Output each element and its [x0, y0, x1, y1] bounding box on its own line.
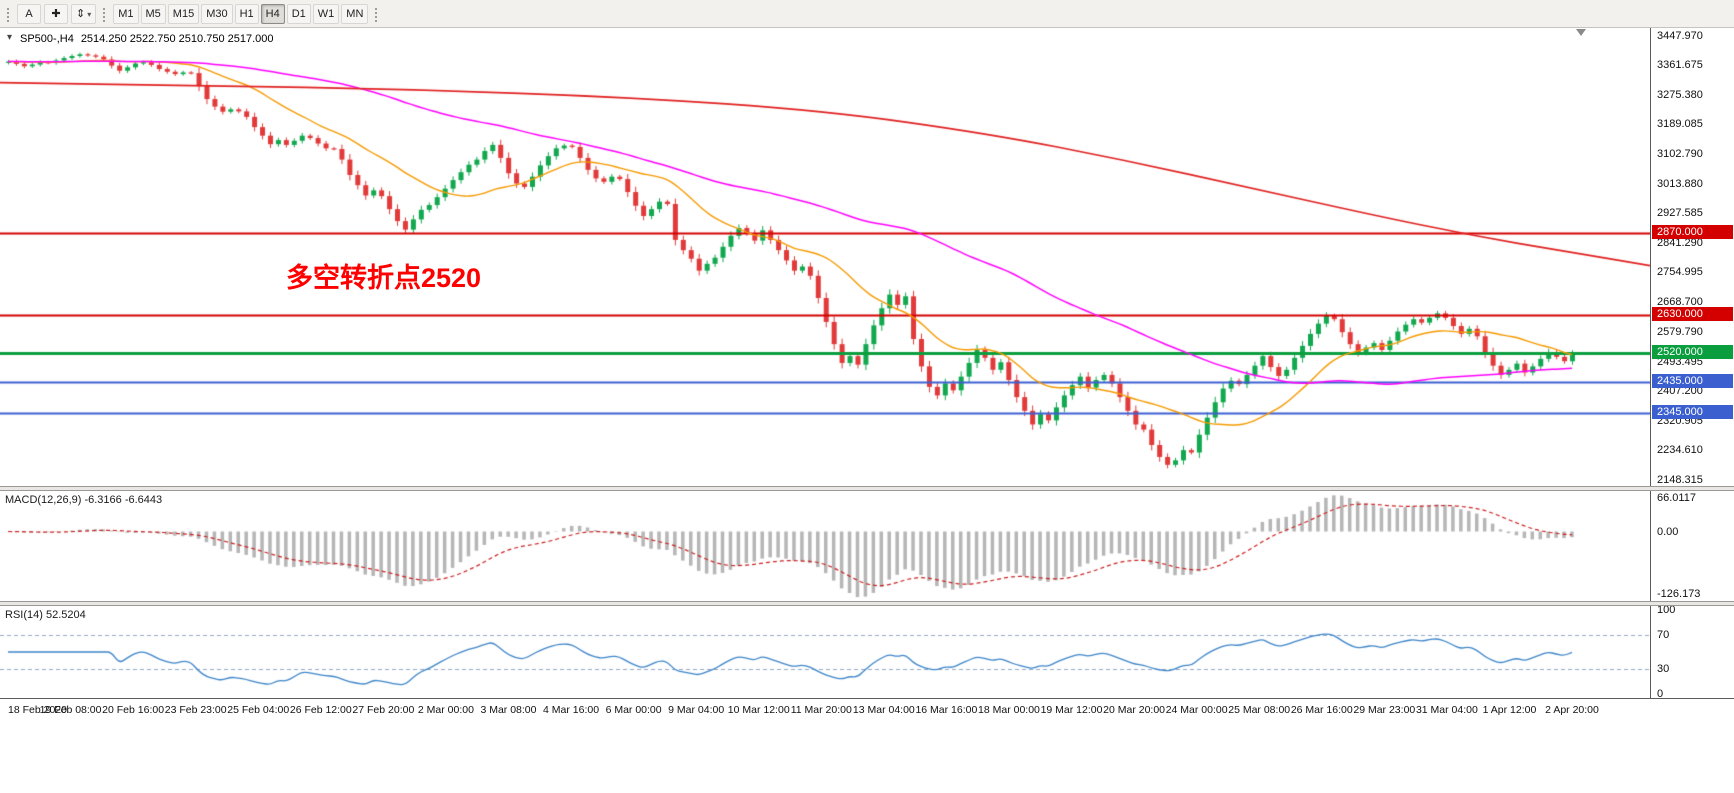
time-axis-label: 20 Feb 16:00: [102, 704, 165, 716]
timeframe-button-m1[interactable]: M1: [113, 3, 139, 24]
hline-price-badge: 2345.000: [1652, 404, 1733, 419]
time-axis-label: 29 Mar 23:00: [1353, 704, 1416, 716]
rsi-axis-label: 0: [1657, 688, 1664, 700]
chart-tools-dropdown[interactable]: ⇕ ▾: [71, 3, 97, 24]
rsi-axis-label: 70: [1657, 629, 1670, 642]
price-axis-label: 2234.610: [1657, 444, 1703, 457]
price-axis-label: 2579.790: [1657, 326, 1703, 339]
price-axis-label: 3102.790: [1657, 147, 1703, 160]
price-axis-label: 3275.380: [1657, 88, 1703, 101]
ohlc-values: 2514.250 2522.750 2510.750 2517.000: [80, 33, 274, 45]
one-click-trading-toggle[interactable]: ▾: [7, 32, 13, 43]
price-axis-label: 2493.495: [1657, 355, 1703, 368]
price-axis-label: 3013.880: [1657, 177, 1703, 190]
time-axis-label: 19 Mar 12:00: [1040, 704, 1103, 716]
hline-price-badge: 2870.000: [1652, 225, 1733, 240]
price-axis-label: 2407.200: [1657, 385, 1703, 398]
toolbar-drag-handle-icon[interactable]: [6, 5, 11, 22]
crosshair-tool-button[interactable]: ✚: [44, 3, 68, 24]
main-price-chart[interactable]: [0, 28, 1650, 486]
time-axis-label: 13 Mar 04:00: [852, 704, 915, 716]
time-axis-label: 25 Feb 04:00: [227, 704, 290, 716]
price-axis-label: 2148.315: [1657, 473, 1703, 486]
price-scale[interactable]: 3447.970 3361.675 3275.380 3189.085 3102.790…: [1650, 28, 1734, 700]
time-axis-label: 6 Mar 00:00: [605, 704, 662, 716]
hline-price-badge: 2435.000: [1652, 373, 1733, 388]
timeframe-button-h4[interactable]: H4: [260, 3, 285, 24]
price-axis-label: 3189.085: [1657, 118, 1703, 130]
macd-axis-label: -126.173: [1657, 588, 1701, 600]
time-axis-label: 20 Mar 20:00: [1103, 704, 1166, 716]
time-axis-label: 18 Mar 00:00: [978, 704, 1040, 716]
chart-annotation-text: 多空转折点2520: [286, 263, 482, 293]
time-axis-label: 24 Mar 00:00: [1165, 704, 1228, 716]
toolbar: A ✚ ⇕ ▾ M1 M5 M15 M30 H1 H4 D1 W1 MN: [0, 0, 1734, 28]
timeframe-button-m30[interactable]: M30: [201, 3, 233, 24]
time-axis-label: 1 Apr 12:00: [1482, 704, 1537, 716]
time-axis-label: 2 Mar 00:00: [417, 704, 474, 716]
chart-window: ▾ SP500-,H4 2514.250 2522.750 2510.750 25…: [0, 28, 1734, 793]
macd-axis-label: 0.00: [1657, 525, 1679, 538]
hline-price-badge: 2520.000: [1652, 344, 1733, 359]
timeframe-button-m5[interactable]: M5: [140, 3, 166, 24]
time-axis-label: 3 Mar 08:00: [480, 704, 537, 716]
time-axis-label: 16 Mar 16:00: [915, 704, 978, 716]
timeframe-button-d1[interactable]: D1: [286, 3, 311, 24]
price-axis-label: 2754.995: [1657, 266, 1703, 279]
time-axis-label: 27 Feb 20:00: [352, 704, 415, 716]
time-axis-label: 9 Mar 04:00: [668, 704, 725, 716]
macd-label: MACD(12,26,9) -6.3166 -6.6443: [5, 494, 163, 506]
rsi-label: RSI(14) 52.5204: [5, 609, 86, 621]
chart-tools-icon: ⇕: [76, 7, 86, 20]
toolbar-drag-handle-icon[interactable]: [102, 5, 108, 22]
time-axis-label: 10 Mar 12:00: [727, 704, 790, 716]
panel-splitter[interactable]: [0, 601, 1734, 606]
macd-axis-label: 66.0117: [1657, 492, 1696, 504]
annotation-tool-button[interactable]: A: [17, 3, 41, 24]
price-axis-label: 2668.700: [1657, 295, 1703, 308]
time-axis-label: 19 Feb 08:00: [39, 704, 102, 716]
time-axis-label: 31 Mar 04:00: [1415, 704, 1478, 716]
time-axis-label: 11 Mar 20:00: [790, 704, 852, 716]
time-axis-label: 23 Feb 23:00: [164, 704, 227, 716]
hline-price-badge: 2630.000: [1652, 307, 1733, 322]
price-axis-label: 3361.675: [1657, 59, 1703, 72]
time-axis-label: 18 Feb 2020: [8, 704, 67, 716]
timeframe-group: M1 M5 M15 M30 H1 H4 D1 W1 MN: [113, 3, 369, 24]
rsi-axis-label: 100: [1657, 604, 1676, 616]
time-scale[interactable]: 18 Feb 2020 19 Feb 08:00 20 Feb 16:00 23 Fe…: [0, 698, 1734, 724]
price-axis-label: 2841.290: [1657, 236, 1703, 249]
symbol-timeframe-label: SP500-,H4: [20, 33, 74, 45]
rsi-axis-label: 30: [1657, 662, 1670, 675]
chevron-down-icon: ▾: [87, 9, 92, 19]
price-axis-label: 3447.970: [1657, 29, 1703, 42]
price-axis-label: 2927.585: [1657, 207, 1703, 220]
timeframe-button-m15[interactable]: M15: [167, 3, 200, 24]
time-axis-label: 25 Mar 08:00: [1228, 704, 1291, 716]
time-axis-label: 2 Apr 20:00: [1545, 704, 1599, 716]
chart-shift-marker[interactable]: [1576, 29, 1586, 36]
macd-indicator-panel[interactable]: [0, 491, 1650, 601]
chart-header: SP500-,H4 2514.250 2522.750 2510.750 2517…: [20, 33, 274, 45]
time-axis-label: 26 Feb 12:00: [289, 704, 352, 716]
panel-splitter[interactable]: [0, 486, 1734, 491]
timeframe-button-w1[interactable]: W1: [312, 3, 340, 24]
toolbar-drag-handle-icon[interactable]: [374, 5, 380, 22]
time-axis-label: 4 Mar 16:00: [543, 704, 600, 716]
rsi-indicator-panel[interactable]: [0, 606, 1650, 698]
timeframe-button-h1[interactable]: H1: [234, 3, 259, 24]
timeframe-button-mn[interactable]: MN: [341, 3, 369, 24]
time-axis-label: 26 Mar 16:00: [1290, 704, 1353, 716]
